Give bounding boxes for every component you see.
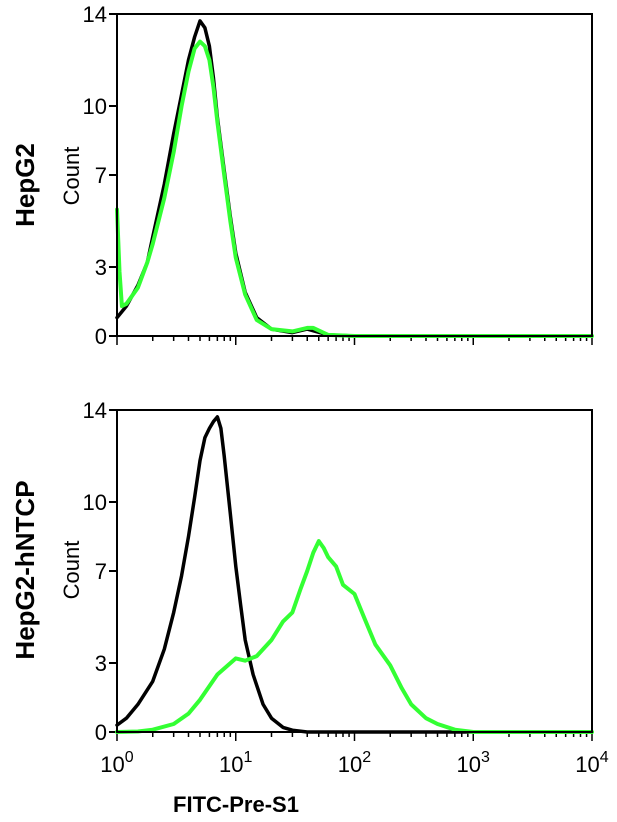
y-tick-label: 0 (95, 720, 107, 745)
plot-frame-hepg2-hntcp (116, 409, 593, 733)
pres1-histogram-line (115, 539, 594, 734)
panel-label-hepg2-hntcp: HepG2-hNTCP (10, 480, 40, 659)
y-tick-label: 14 (83, 398, 107, 423)
x-axis-title: FITC-Pre-S1 (173, 792, 299, 817)
y-tick-label: 3 (95, 651, 107, 676)
x-tick-label: 101 (219, 749, 252, 777)
control-histogram-line (115, 415, 594, 734)
y-tick-label: 10 (83, 490, 107, 515)
x-tick-label: 104 (575, 749, 608, 777)
y-tick-label: 7 (95, 559, 107, 584)
panel-label-hepg2: HepG2 (10, 143, 40, 227)
x-tick-label: 103 (457, 749, 490, 777)
y-tick-label: 0 (95, 324, 107, 349)
y-tick-label: 7 (95, 163, 107, 188)
y-tick-label: 3 (95, 255, 107, 280)
panel-hepg2-hntcp: 0 3 7 10 14 100 101 102 103 104 Count HepG2-hNTC… (10, 398, 609, 817)
pres1-histogram-line (115, 39, 594, 338)
panel-hepg2: 0 3 7 10 14 Count HepG2 (10, 2, 594, 349)
y-axis-title-hepg2-hntcp: Count (59, 541, 84, 600)
x-tick-label: 100 (100, 749, 133, 777)
y-axis-title-hepg2: Count (59, 147, 84, 206)
y-tick-label: 10 (83, 94, 107, 119)
plot-frame-hepg2 (116, 13, 593, 337)
x-tick-label: 102 (338, 749, 371, 777)
y-tick-label: 14 (83, 2, 107, 27)
